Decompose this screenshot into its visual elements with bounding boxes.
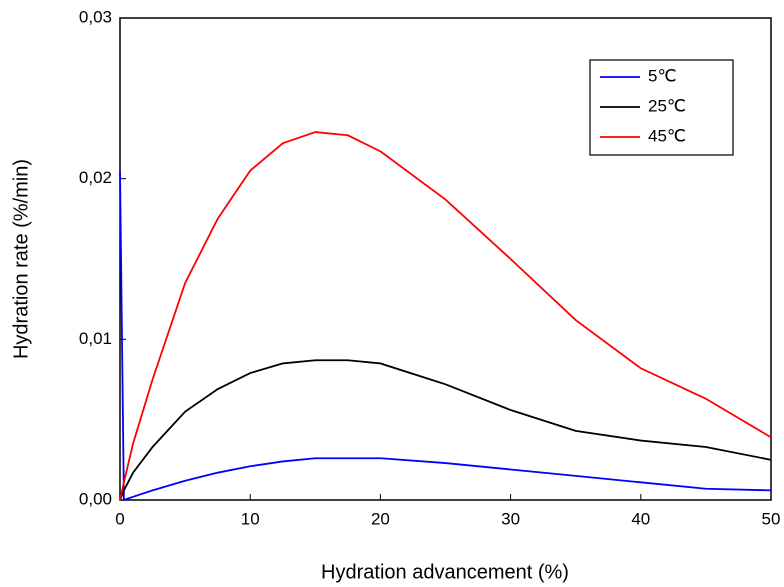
series-line	[119, 131, 772, 501]
legend-label: 45℃	[648, 126, 686, 145]
y-tick-label: 0,00	[79, 489, 112, 508]
legend-label: 25℃	[648, 96, 686, 115]
x-tick-label: 20	[371, 509, 390, 528]
x-axis-label: Hydration advancement (%)	[321, 561, 569, 583]
x-tick-label: 40	[631, 509, 650, 528]
plot-frame	[119, 17, 772, 501]
y-tick-label: 0,01	[79, 329, 112, 348]
x-tick-label: 0	[115, 509, 124, 528]
y-tick-label: 0,02	[79, 168, 112, 187]
legend-label: 5℃	[648, 66, 677, 85]
y-axis-label: Hydration rate (%/min)	[10, 159, 32, 359]
series-line	[119, 170, 772, 502]
y-tick-label: 0,03	[79, 7, 112, 26]
series-line	[119, 359, 772, 501]
x-tick-label: 50	[762, 509, 781, 528]
x-tick-label: 10	[241, 509, 260, 528]
x-tick-label: 30	[501, 509, 520, 528]
